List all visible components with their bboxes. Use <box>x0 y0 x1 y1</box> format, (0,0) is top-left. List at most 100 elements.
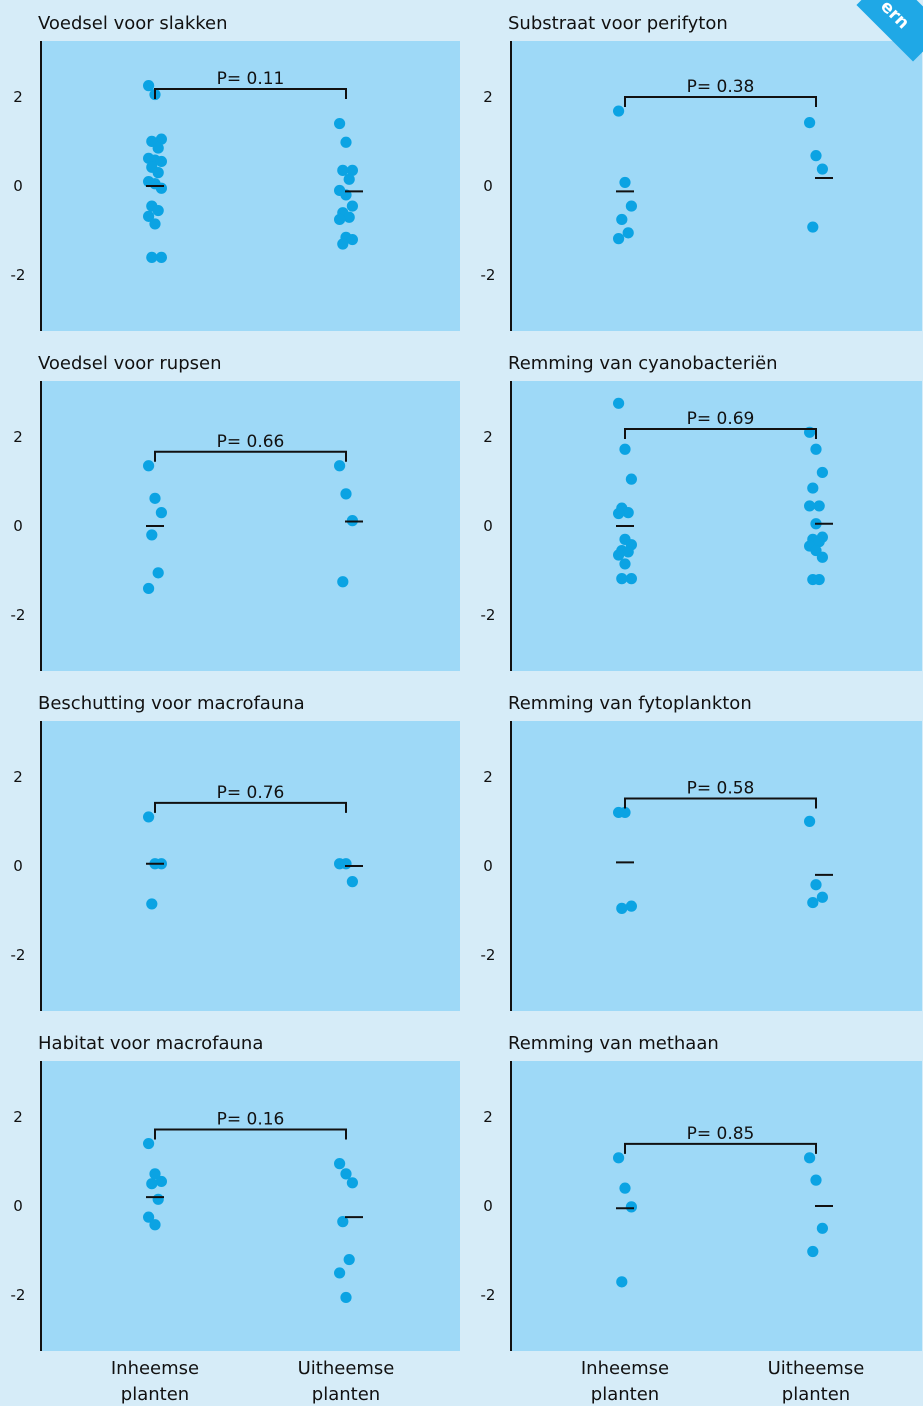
data-point <box>337 1216 349 1228</box>
data-point <box>143 811 155 823</box>
data-point <box>816 163 829 175</box>
data-point <box>625 1201 638 1213</box>
plot-area <box>40 721 460 1011</box>
data-point <box>619 176 631 189</box>
data-point <box>346 876 358 888</box>
data-point <box>616 902 628 914</box>
data-point <box>613 397 625 409</box>
data-point <box>807 1245 819 1258</box>
y-tick-label: -2 <box>11 266 26 284</box>
data-point <box>807 482 819 494</box>
data-point <box>613 105 625 117</box>
data-point <box>616 1276 628 1288</box>
data-point <box>340 488 352 500</box>
y-tick-label: 0 <box>13 1197 23 1215</box>
data-point <box>804 500 816 512</box>
chart-title: Beschutting voor macrofauna <box>38 693 305 714</box>
data-point <box>334 460 346 472</box>
data-point <box>804 1152 816 1164</box>
y-tick-label: 0 <box>483 177 493 195</box>
plot-area <box>510 721 922 1011</box>
x-category-label-uitheemse: Uitheemse planten <box>768 1358 865 1405</box>
significance-bracket <box>154 801 347 813</box>
data-point <box>816 466 829 479</box>
chart-title: Habitat voor macrofauna <box>38 1033 263 1054</box>
data-point <box>343 1253 355 1266</box>
x-category-label-line: planten <box>312 1384 380 1405</box>
data-point <box>146 529 158 541</box>
data-point <box>807 896 819 909</box>
data-point <box>155 1175 167 1188</box>
chart-title: Remming van fytoplankton <box>508 693 752 714</box>
data-point <box>152 567 164 579</box>
data-point <box>340 1291 352 1304</box>
y-tick-label: 2 <box>483 88 493 106</box>
data-point <box>613 507 625 520</box>
data-point <box>340 1168 352 1180</box>
p-value-label: P= 0.58 <box>687 778 755 798</box>
data-point <box>625 573 638 585</box>
data-point <box>622 546 634 558</box>
p-value-label: P= 0.85 <box>687 1124 755 1144</box>
significance-bracket <box>624 1142 817 1154</box>
chart-panel-7: Remming van methaan 2 0 -2 P= 0.85 <box>481 1033 922 1351</box>
data-point <box>810 879 822 891</box>
data-point <box>613 549 625 561</box>
chart-panel-4: Beschutting voor macrofauna 2 0 -2 P= 0.76 <box>11 693 460 1011</box>
y-tick-label: 0 <box>483 517 493 535</box>
data-point <box>155 155 167 168</box>
data-point <box>622 507 634 519</box>
data-point <box>346 200 358 212</box>
data-point <box>146 1178 158 1190</box>
plot-area <box>40 1061 460 1351</box>
x-category-label-uitheemse: Uitheemse planten <box>298 1358 395 1405</box>
data-point <box>807 221 819 233</box>
data-point <box>616 573 628 585</box>
data-point <box>625 900 638 912</box>
data-point <box>143 80 155 92</box>
data-point <box>155 182 167 194</box>
significance-bracket <box>624 797 817 809</box>
p-value-label: P= 0.16 <box>217 1110 285 1130</box>
data-point <box>340 136 352 148</box>
data-point <box>149 492 161 504</box>
data-point <box>616 213 628 226</box>
data-point <box>613 1152 625 1164</box>
p-value-label: P= 0.38 <box>687 77 755 97</box>
plot-area <box>510 1061 922 1351</box>
data-point <box>810 1174 822 1186</box>
data-point <box>619 806 631 819</box>
data-point <box>149 218 161 230</box>
data-point <box>146 898 158 910</box>
y-tick-label: -2 <box>481 266 496 284</box>
chart-panel-2: Voedsel voor rupsen 2 0 -2 P= 0.66 <box>11 353 460 671</box>
plot-area <box>40 381 460 671</box>
x-category-label-line: Inheemse <box>581 1358 669 1379</box>
chart-title: Substraat voor perifyton <box>508 13 728 34</box>
significance-bracket <box>624 428 817 439</box>
data-point <box>810 150 822 162</box>
y-tick-label: -2 <box>481 606 496 624</box>
data-point <box>152 204 164 217</box>
data-point <box>625 200 638 212</box>
significance-bracket <box>154 450 347 462</box>
significance-bracket <box>154 1128 347 1140</box>
x-category-label-line: Uitheemse <box>298 1358 395 1379</box>
data-point <box>334 1267 346 1279</box>
chart-title: Remming van methaan <box>508 1033 719 1054</box>
chart-title: Voedsel voor slakken <box>38 13 228 34</box>
data-point <box>334 117 346 130</box>
x-category-label-line: Uitheemse <box>768 1358 865 1379</box>
data-point <box>152 142 164 154</box>
significance-bracket <box>624 96 817 108</box>
x-category-label-line: planten <box>782 1384 850 1405</box>
data-point <box>337 576 349 588</box>
y-tick-label: 2 <box>483 1108 493 1126</box>
data-point <box>155 251 167 263</box>
corner-badge-text: ern <box>876 0 914 34</box>
data-point <box>143 1137 155 1150</box>
y-tick-label: -2 <box>481 1286 496 1304</box>
data-point <box>619 1182 631 1194</box>
data-point <box>625 473 638 485</box>
x-category-label-inheemse: Inheemse planten <box>111 1358 199 1405</box>
